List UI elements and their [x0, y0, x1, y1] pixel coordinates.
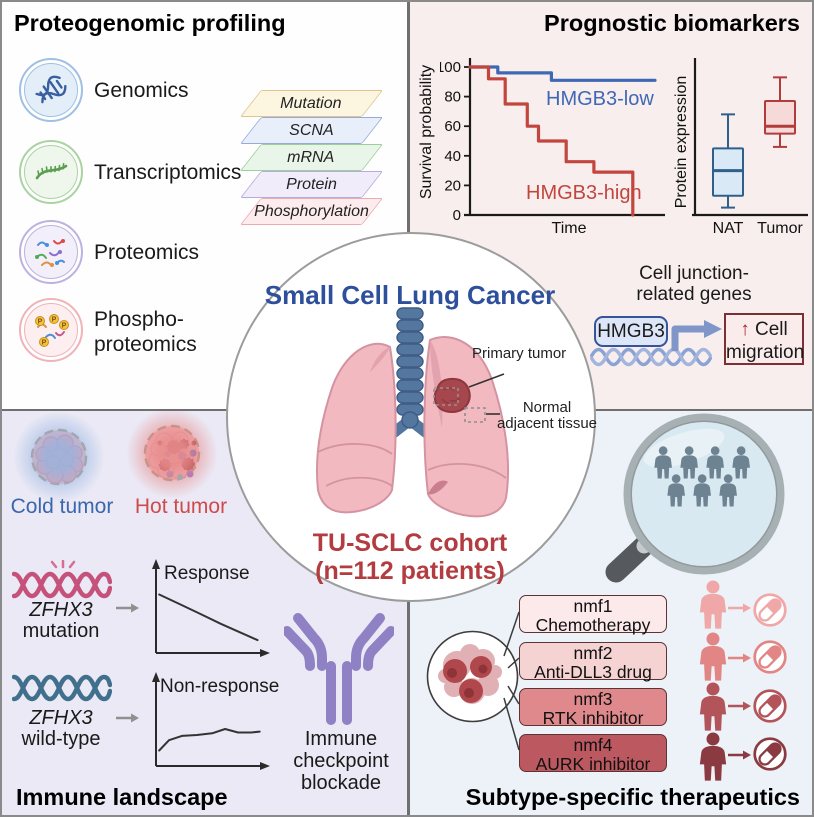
boxplot-ylabel: Protein expression [673, 75, 690, 209]
cold-glow [13, 411, 105, 503]
antibody-caption: Immune checkpoint blockade [293, 728, 389, 794]
lungs-illustration [315, 307, 510, 518]
nmf3-box: nmf3 RTK inhibitor [519, 688, 667, 727]
proteins-icon [35, 239, 65, 267]
transcription-arrow-icon [671, 320, 722, 351]
zfhx3-wildtype-helix-icon [12, 672, 112, 704]
cell-junction-caption: Cell junction- related genes [636, 263, 752, 305]
response-label: Response [164, 563, 250, 584]
tumor-subtype-icon [426, 630, 519, 723]
pill-icon [753, 640, 787, 674]
hmgb3-gene-box: HMGB3 [594, 316, 668, 347]
transcriptomics-label: Transcriptomics [94, 161, 242, 184]
hmgb3-high-label: HMGB3-high [526, 182, 642, 204]
nonresponse-chart [152, 672, 270, 770]
layer-scna: SCNA [240, 117, 384, 144]
dna-strand-icon [590, 347, 712, 367]
arrow-icon [726, 602, 753, 614]
antibody-icon [284, 613, 394, 725]
primary-tumor-label: Primary tumor [472, 345, 567, 362]
nmf2-box: nmf2 Anti-DLL3 drug [519, 642, 667, 681]
nmf4-box: nmf4 AURK inhibitor [519, 734, 667, 773]
cold-tumor-label: Cold tumor [10, 495, 114, 518]
magnifier-cohort-icon [605, 413, 785, 583]
arrow-icon [726, 700, 753, 712]
section-title-prognostic: Prognostic biomarkers [544, 10, 800, 36]
tumor-sample-box [433, 387, 459, 406]
svg-text:P: P [42, 340, 47, 347]
pill-icon [753, 737, 787, 771]
arrow-icon [114, 602, 141, 614]
layer-protein: Protein [240, 171, 384, 198]
genomics-label: Genomics [94, 79, 189, 102]
arrow-icon [114, 712, 141, 724]
km-xlabel: Time [551, 220, 587, 237]
arrow-icon [726, 749, 753, 761]
genomics-icon [19, 58, 83, 122]
subtype-connectors [503, 611, 520, 751]
patient-icon [699, 682, 727, 731]
cohort-label: TU-SCLC cohort (n=112 patients) [312, 529, 508, 585]
dna-icon [35, 75, 67, 104]
pill-icon [753, 593, 787, 627]
proteomics-label: Proteomics [94, 241, 200, 264]
layer-phosphorylation: Phosphorylation [240, 198, 384, 225]
nat-sample-box [464, 407, 486, 423]
zfhx3-mutation-label: ZFHX3 mutation [22, 599, 100, 642]
hot-glow [126, 407, 218, 499]
zfhx3-mutation-helix-icon [12, 560, 112, 600]
pointer-lines [468, 373, 505, 415]
up-arrow-icon: ↑ [740, 319, 750, 340]
svg-text:P: P [62, 323, 67, 330]
svg-text:0: 0 [453, 207, 461, 224]
patient-icon [699, 732, 727, 781]
phosphoproteomics-label: Phospho- proteomics [94, 308, 197, 356]
svg-text:P: P [38, 319, 43, 326]
survival-curve-chart: 0 20 40 60 80 100 [440, 58, 665, 224]
nmf1-box: nmf1 Chemotherapy [519, 595, 667, 634]
arrow-icon [726, 652, 753, 664]
section-title-therapeutics: Subtype-specific therapeutics [465, 784, 800, 810]
boxplot-cat-nat: NAT [712, 220, 744, 237]
svg-text:20: 20 [444, 177, 461, 194]
expression-boxplot-chart [692, 58, 808, 217]
hmgb3-low-label: HMGB3-low [546, 88, 654, 110]
response-chart [152, 559, 270, 657]
proteomics-icon [19, 220, 83, 284]
section-title-immune: Immune landscape [16, 784, 228, 810]
layer-mutation: Mutation [240, 90, 384, 117]
svg-text:100: 100 [440, 59, 461, 76]
svg-text:P: P [52, 317, 57, 324]
phosphoproteomics-icon: P P P P [19, 298, 83, 362]
rna-icon [35, 163, 68, 180]
svg-text:60: 60 [444, 118, 461, 135]
hot-tumor-label: Hot tumor [134, 495, 228, 518]
transcriptomics-icon [19, 140, 83, 204]
nat-label: Normal adjacent tissue [496, 399, 598, 432]
nonresponse-label: Non-response [160, 676, 280, 697]
center-title: Small Cell Lung Cancer [264, 280, 556, 310]
layer-mrna: mRNA [240, 144, 384, 171]
pill-icon [753, 689, 787, 723]
km-ylabel: Survival probability [418, 64, 435, 200]
cell-migration-box: ↑ Cell migration [724, 313, 804, 365]
svg-text:40: 40 [444, 148, 461, 165]
svg-text:80: 80 [444, 89, 461, 106]
boxplot-cat-tumor: Tumor [757, 220, 803, 237]
phosphoproteins-icon: P P P P [35, 314, 69, 347]
section-title-proteogenomic: Proteogenomic profiling [14, 10, 286, 36]
zfhx3-wildtype-label: ZFHX3 wild-type [21, 707, 101, 750]
patient-icon [699, 632, 727, 681]
patient-icon [699, 580, 727, 629]
